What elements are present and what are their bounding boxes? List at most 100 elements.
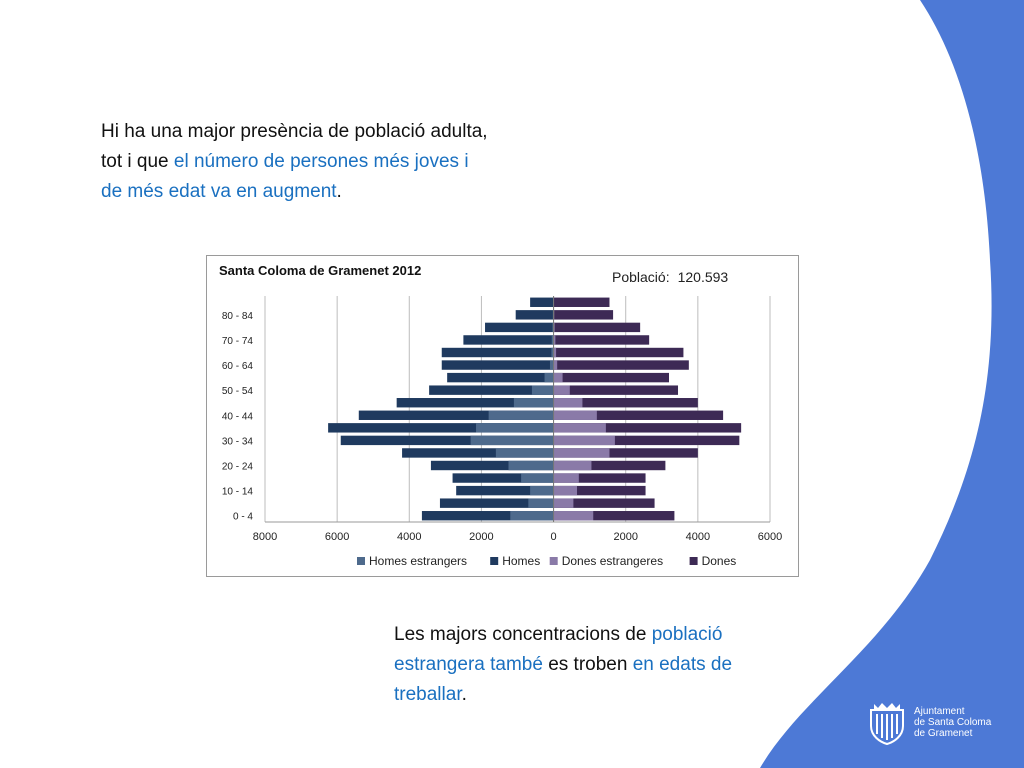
bar-dones-estrangeres [553, 372, 563, 383]
bar-dones [553, 435, 740, 446]
bar-dones [553, 423, 742, 433]
bar-homes [530, 297, 554, 307]
bar-dones [553, 511, 675, 521]
bar-homes-estrangers [508, 460, 554, 471]
bar-homes [452, 473, 554, 483]
chart-canvas: 8000 6000 4000 2000 0 2000 4000 6000 0 - 4 10 - 1… [222, 296, 782, 568]
legend-label: Dones [702, 554, 737, 568]
x-tick-label: 2000 [613, 531, 637, 543]
bar-homes-estrangers [488, 410, 554, 420]
legend-label: Dones estrangeres [562, 554, 663, 568]
intro-text-part1: Hi ha una major presència de població ad… [101, 121, 488, 172]
x-tick-label: 2000 [469, 531, 493, 543]
y-category-label: 30 - 34 [222, 436, 254, 447]
bar-dones [553, 473, 646, 483]
shield-crest-icon [870, 703, 904, 746]
bar-homes [340, 435, 554, 446]
bar-dones-estrangeres [553, 460, 592, 471]
bar-homes [441, 347, 554, 358]
bar-dones [553, 322, 641, 333]
x-tick-label: 8000 [253, 531, 277, 543]
bar-dones-estrangeres [553, 448, 610, 458]
bar-dones-estrangeres [553, 322, 555, 333]
bar-homes [429, 385, 554, 395]
bar-dones [553, 385, 679, 395]
bar-homes-estrangers [528, 498, 554, 508]
y-category-label: 50 - 54 [222, 386, 254, 397]
intro-paragraph: Hi ha una major presència de població ad… [101, 117, 491, 207]
conclusion-paragraph: Les majors concentracions de població es… [394, 620, 794, 710]
bar-homes-estrangers [470, 435, 554, 446]
bar-homes-estrangers [495, 448, 554, 458]
bar-homes-estrangers [551, 347, 554, 358]
y-category-label: 10 - 14 [222, 487, 254, 498]
population-pyramid-chart: 8000 6000 4000 2000 0 2000 4000 6000 0 - 4 10 - 1… [206, 255, 799, 577]
city-logo: Ajuntament de Santa Coloma de Gramenet [862, 698, 1002, 748]
bar-dones-estrangeres [553, 335, 556, 345]
logo-line-2: de Santa Coloma [914, 717, 992, 728]
bar-dones [553, 448, 698, 458]
legend-label: Homes estrangers [369, 554, 467, 568]
logo-text: Ajuntament de Santa Coloma de Gramenet [914, 706, 1014, 739]
legend-swatch [689, 557, 698, 565]
conclusion-text-part1: Les majors concentracions de [394, 624, 652, 645]
bar-dones [553, 335, 650, 345]
bar-dones-estrangeres [553, 485, 578, 496]
bar-dones-estrangeres [553, 435, 615, 446]
bar-homes-estrangers [476, 423, 554, 433]
bar-dones [553, 460, 666, 471]
bar-dones [553, 360, 689, 370]
y-category-label: 60 - 64 [222, 361, 254, 372]
bar-dones-estrangeres [553, 423, 606, 433]
bar-dones-estrangeres [553, 511, 594, 521]
chart-population-label: Població: 120.593 [612, 269, 728, 285]
conclusion-text-highlight1: població estrangera també [394, 624, 723, 675]
intro-text-highlight: el número de persones més joves i de més… [101, 151, 469, 202]
bar-homes-estrangers [510, 511, 554, 521]
conclusion-text-highlight2: en edats de treballar [394, 654, 733, 705]
bar-homes [402, 448, 554, 458]
legend-swatch [490, 557, 499, 565]
population-label: Població: [612, 269, 670, 285]
bar-dones-estrangeres [553, 360, 558, 370]
bar-dones-estrangeres [553, 347, 557, 358]
legend-swatch [357, 557, 365, 565]
y-category-label: 70 - 74 [222, 336, 254, 347]
bar-homes [328, 423, 554, 433]
intro-text-part2: . [336, 181, 342, 202]
bar-homes-estrangers [531, 385, 554, 395]
bar-dones-estrangeres [553, 398, 583, 408]
population-value: 120.593 [677, 269, 729, 285]
bar-dones [553, 347, 684, 358]
bar-dones [553, 310, 614, 320]
x-tick-label: 6000 [758, 531, 782, 543]
bar-dones [553, 297, 610, 307]
bar-homes-estrangers [551, 335, 554, 345]
bar-homes [421, 511, 554, 521]
bar-homes [485, 322, 554, 333]
bar-homes-estrangers [549, 360, 554, 370]
x-tick-label: 0 [551, 531, 557, 543]
bar-homes [463, 335, 554, 345]
bar-dones-estrangeres [553, 498, 574, 508]
x-tick-label: 4000 [397, 531, 421, 543]
legend-label: Homes [502, 554, 540, 568]
x-tick-label: 4000 [686, 531, 710, 543]
bar-dones [553, 410, 724, 420]
bar-homes [396, 398, 554, 408]
bar-homes [358, 410, 554, 420]
y-category-label: 80 - 84 [222, 311, 254, 322]
chart-title: Santa Coloma de Gramenet 2012 [219, 263, 422, 278]
bar-homes [515, 310, 554, 320]
bar-homes-estrangers [530, 485, 554, 496]
conclusion-text-part3: . [461, 684, 467, 705]
x-tick-label: 6000 [325, 531, 349, 543]
bar-homes [430, 460, 554, 471]
bar-dones [553, 498, 655, 508]
bar-dones-estrangeres [553, 410, 597, 420]
bar-dones [553, 372, 669, 383]
bar-dones-estrangeres [553, 385, 570, 395]
bar-homes-estrangers [513, 398, 554, 408]
bar-homes [439, 498, 554, 508]
bar-homes [456, 485, 554, 496]
